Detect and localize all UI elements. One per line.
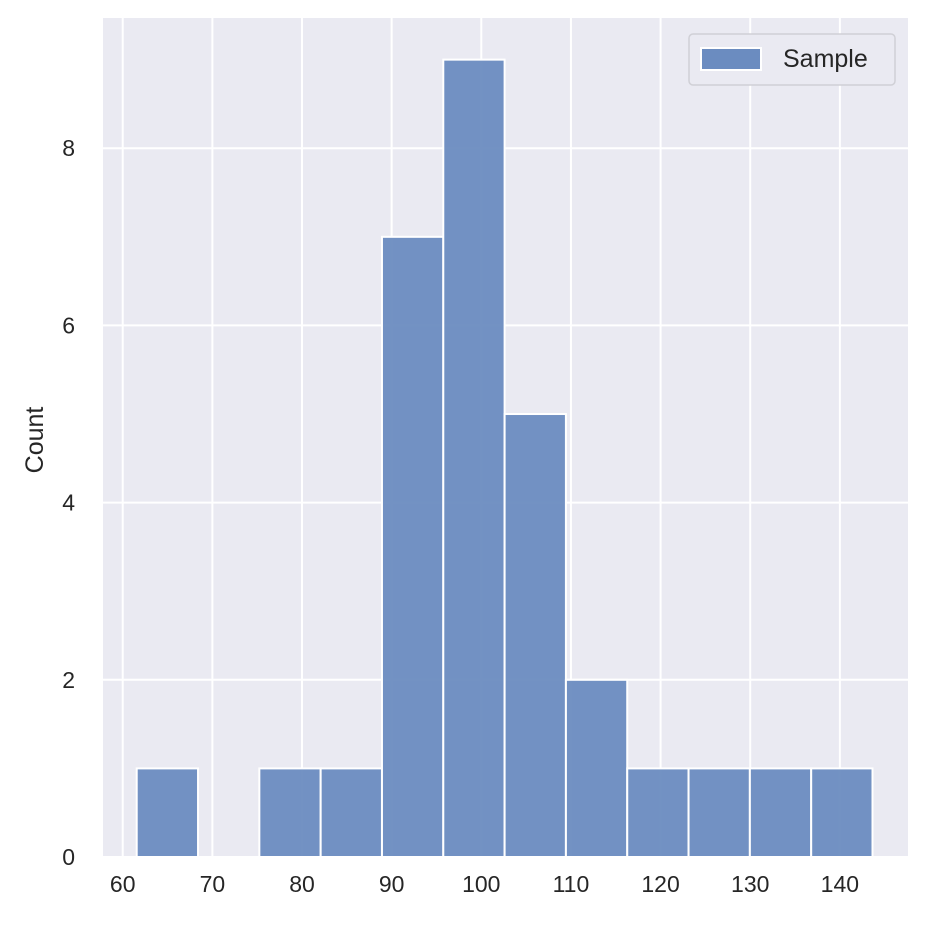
histogram-bar [135,767,200,858]
x-tick-label: 120 [641,871,679,897]
histogram-bar [319,767,383,858]
x-tick-label: 80 [289,871,315,897]
legend-frame [688,33,896,86]
x-tick-label: 100 [462,871,500,897]
legend-label: Sample [783,45,868,73]
histogram-bar [442,58,506,859]
x-tick-label: 140 [821,871,859,897]
y-tick-label: 8 [62,135,75,161]
histogram-bar [380,235,445,858]
y-axis-label: Count [21,407,49,474]
x-tick-label: 60 [110,871,136,897]
histogram-bar [626,767,690,858]
y-tick-labels: 0 2 4 6 8 [62,135,75,870]
histogram-bar [687,767,751,858]
x-tick-label: 110 [553,871,590,897]
histogram-bar [564,678,629,859]
bars [135,58,874,859]
histogram-bar [748,767,813,858]
histogram-bar [810,767,874,858]
legend-swatch [700,47,762,71]
histogram-bar [258,767,322,858]
y-tick-label: 6 [62,312,75,338]
y-tick-label: 2 [62,667,75,693]
histogram-bar [503,413,567,858]
x-tick-label: 70 [200,871,226,897]
x-tick-label: 130 [731,871,769,897]
x-tick-label: 90 [379,871,405,897]
legend: Sample [688,33,896,86]
x-tick-labels: 60 70 80 90 100 110 120 130 140 [110,871,859,897]
y-tick-label: 4 [62,490,75,516]
y-tick-label: 0 [62,844,75,870]
